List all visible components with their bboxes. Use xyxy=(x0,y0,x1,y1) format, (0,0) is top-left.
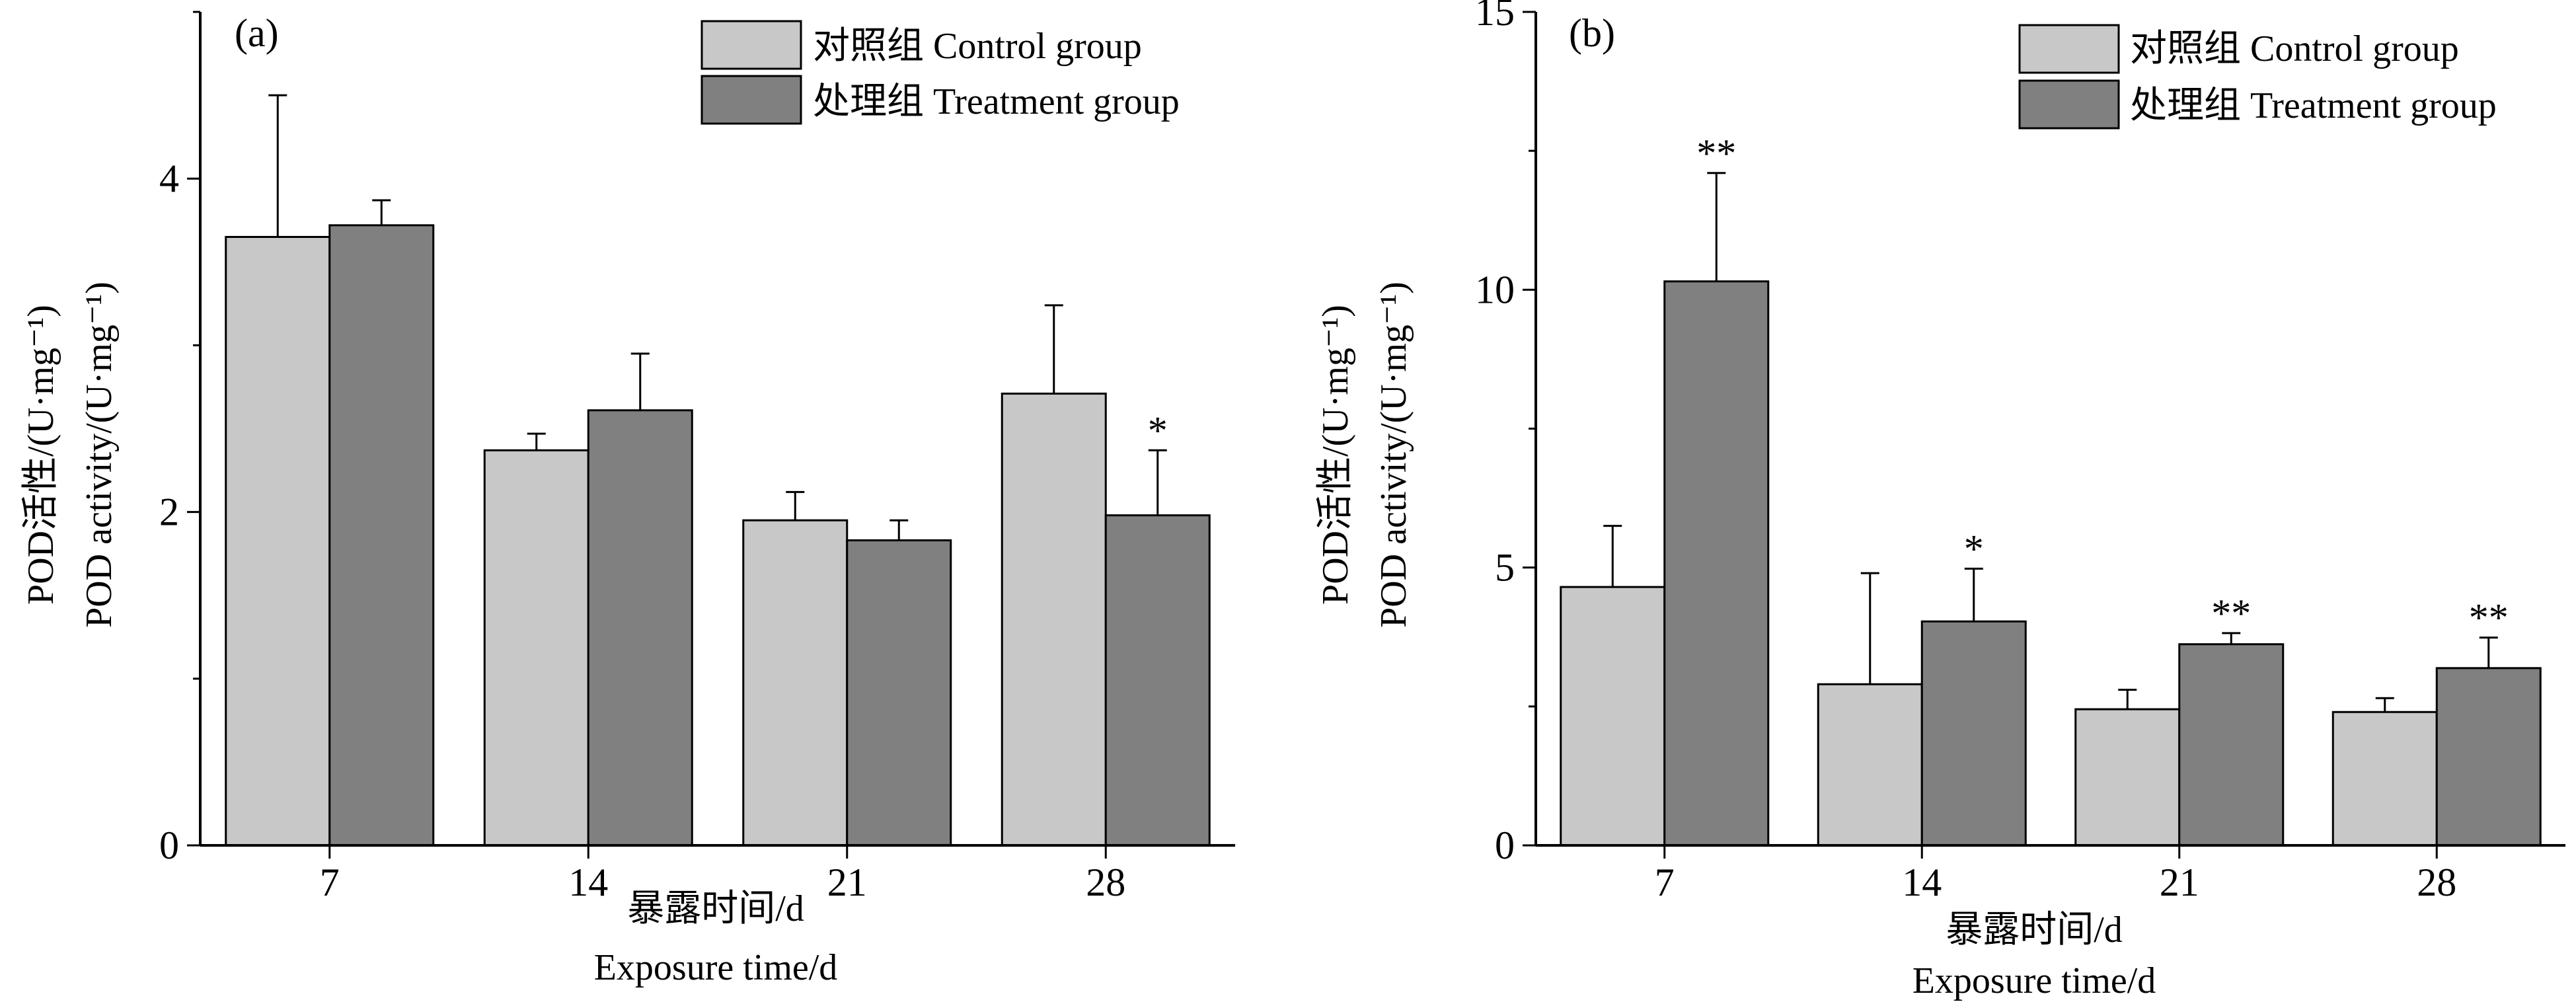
bar-treatment-21-b xyxy=(2178,643,2285,847)
y-tick-label-4-a: 4 xyxy=(159,157,179,200)
panel-label-a: (a) xyxy=(235,11,279,55)
x-tick-label-7-a: 7 xyxy=(320,861,340,904)
x-tick-label-21-a: 21 xyxy=(827,861,867,904)
bar-treatment-14-b xyxy=(1920,620,2027,847)
x-tick-label-14-b: 14 xyxy=(1902,861,1942,904)
y-tick-label-2-a: 2 xyxy=(159,490,179,534)
significance-mark-7-b: ** xyxy=(1696,132,1736,175)
x-tick-label-28-b: 28 xyxy=(2417,861,2456,904)
legend-swatch-treatment-b xyxy=(2018,79,2120,130)
y-tick-label-15-b: 15 xyxy=(1475,0,1515,34)
bar-control-28-b xyxy=(2331,711,2438,847)
bar-treatment-21-a xyxy=(846,539,952,847)
legend-b: 对照组 Control group 处理组 Treatment group xyxy=(2018,24,2497,130)
bar-treatment-7-b xyxy=(1663,280,1770,847)
x-axis-label-en-a: Exposure time/d xyxy=(594,947,838,988)
significance-mark-21-b: ** xyxy=(2211,592,2251,635)
legend-label-control-a: 对照组 Control group xyxy=(813,26,1142,67)
legend-label-treatment-a: 处理组 Treatment group xyxy=(813,81,1180,122)
bar-control-21-a xyxy=(742,519,849,847)
y-axis-label-en-a: POD activity/(U·mg⁻¹) xyxy=(79,282,120,628)
bar-chart-a: * 0 2 4 7 14 21 28 (a) 暴露时间/d Exposure time/d P… xyxy=(20,11,1235,988)
bar-control-7-a xyxy=(225,235,331,847)
bar-treatment-28-b xyxy=(2435,667,2542,847)
y-tick-label-0-a: 0 xyxy=(159,824,179,867)
x-tick-label-7-b: 7 xyxy=(1655,861,1675,904)
bar-control-14-b xyxy=(1817,683,1923,847)
bar-control-28-a xyxy=(1001,393,1107,847)
chart-panel-a: * 0 2 4 7 14 21 28 (a) 暴露时间/d Exposure time/d P… xyxy=(20,11,1235,988)
bar-treatment-28-a xyxy=(1104,514,1211,847)
legend-label-treatment-b: 处理组 Treatment group xyxy=(2130,85,2497,126)
panel-label-b: (b) xyxy=(1569,11,1615,55)
x-tick-label-21-b: 21 xyxy=(2160,861,2199,904)
x-axis-label-en-b: Exposure time/d xyxy=(1913,960,2156,1001)
x-axis-label-cn-b: 暴露时间/d xyxy=(1946,909,2123,950)
legend-swatch-treatment-a xyxy=(701,75,802,125)
y-tick-label-5-b: 5 xyxy=(1495,546,1515,590)
significance-mark-28-a: * xyxy=(1148,408,1168,452)
bar-treatment-14-a xyxy=(587,409,693,847)
legend-label-control-b: 对照组 Control group xyxy=(2130,28,2459,69)
legend-swatch-control-a xyxy=(701,20,802,70)
y-tick-label-10-b: 10 xyxy=(1475,268,1515,311)
x-tick-label-14-a: 14 xyxy=(568,861,608,904)
bar-treatment-7-a xyxy=(328,224,435,847)
y-axis-label-en-b: POD activity/(U·mg⁻¹) xyxy=(1373,282,1414,628)
plot-area-a: * 0 2 4 7 14 21 28 xyxy=(159,11,1235,904)
significance-mark-28-b: ** xyxy=(2469,596,2509,640)
chart-panel-b: ** * ** ** 0 5 10 15 7 14 21 28 (b) 暴露时间/d Exposure… xyxy=(1288,0,2576,1004)
legend-swatch-control-b xyxy=(2018,24,2120,74)
significance-mark-14-b: * xyxy=(1964,527,1984,570)
bar-control-7-b xyxy=(1560,586,1666,847)
y-axis-label-cn-b: POD活性/(U·mg⁻¹) xyxy=(1315,305,1356,605)
y-axis-label-cn-a: POD活性/(U·mg⁻¹) xyxy=(20,305,61,605)
legend-a: 对照组 Control group 处理组 Treatment group xyxy=(701,20,1180,125)
bar-control-21-b xyxy=(2074,708,2181,847)
y-tick-label-0-b: 0 xyxy=(1495,824,1515,867)
bar-control-14-a xyxy=(483,449,589,847)
x-tick-label-28-a: 28 xyxy=(1086,861,1125,904)
x-axis-label-cn-a: 暴露时间/d xyxy=(627,888,804,929)
